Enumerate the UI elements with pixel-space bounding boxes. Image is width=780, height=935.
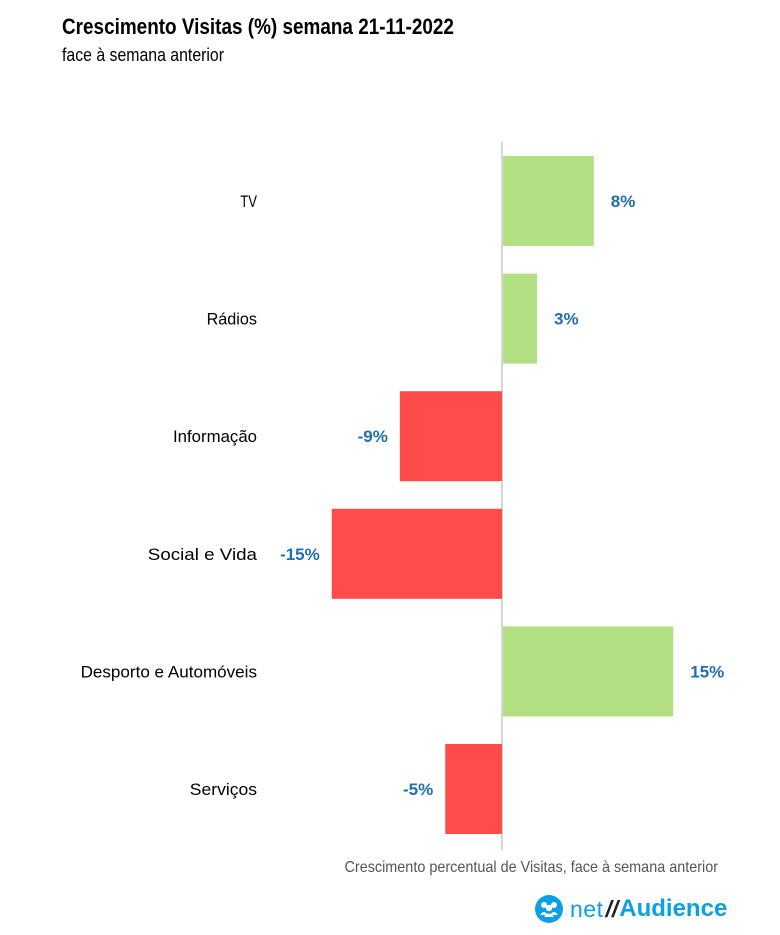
bar: [503, 156, 594, 246]
bar: [399, 391, 502, 482]
data-label: 8%: [611, 192, 636, 211]
category-label: Informação: [173, 427, 257, 446]
category-label: Rádios: [207, 310, 257, 329]
chart-subtitle: face à semana anterior: [62, 45, 225, 65]
data-label: -9%: [358, 427, 388, 446]
data-label: -5%: [403, 780, 433, 799]
data-label: 3%: [554, 310, 579, 329]
category-label: Serviços: [190, 780, 257, 799]
bar: [503, 273, 538, 364]
brand-audience: Audience: [619, 895, 728, 922]
data-label: 15%: [690, 662, 724, 681]
category-label: Desporto e Automóveis: [81, 662, 257, 681]
netaudience-logo: net // Audience: [534, 892, 766, 926]
category-label: Social e Vida: [148, 545, 258, 564]
bar: [331, 508, 502, 599]
axis-caption: Crescimento percentual de Visitas, face …: [344, 859, 718, 876]
bar: [503, 626, 674, 717]
chart-title: Crescimento Visitas (%) semana 21-11-202…: [62, 14, 454, 39]
data-label: -15%: [280, 545, 320, 564]
brand-slash: //: [605, 895, 619, 922]
bar-chart: TV 8% Rádios 3% Informação -9% Social e Vida -1…: [81, 142, 724, 850]
category-label: TV: [240, 192, 257, 211]
people-icon: [535, 895, 563, 923]
bar: [445, 744, 502, 834]
brand-net: net: [570, 895, 604, 922]
